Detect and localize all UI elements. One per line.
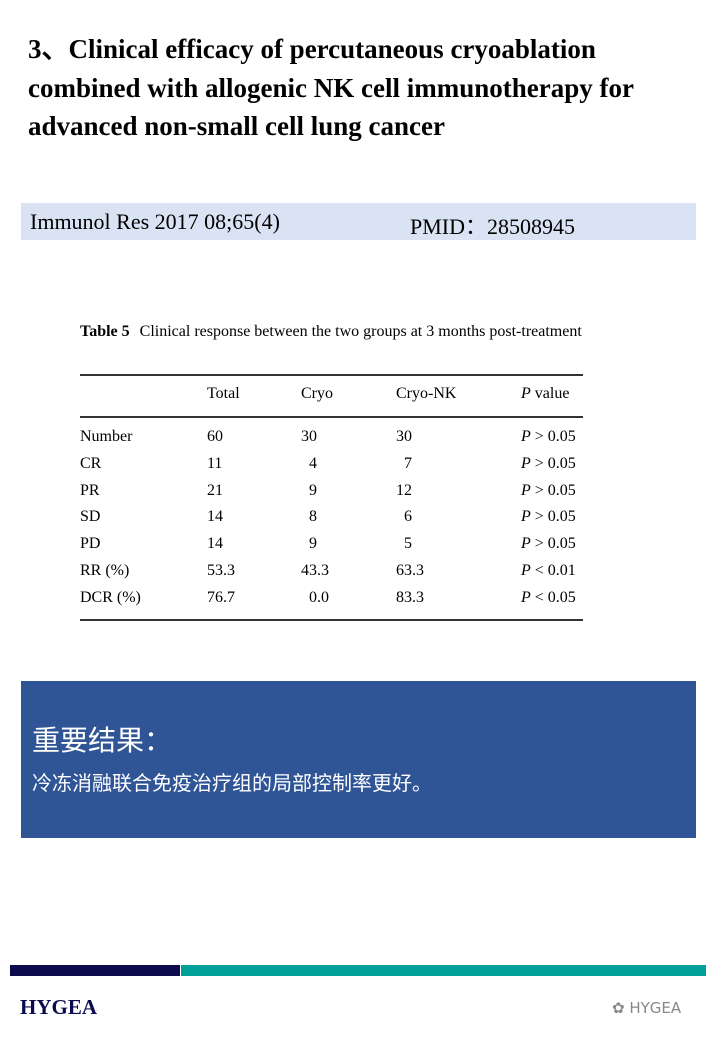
- table-cell: 6: [404, 508, 412, 526]
- table-cell: P > 0.05: [521, 481, 576, 499]
- citation-band: Immunol Res 2017 08;65(4) PMID：28508945: [21, 203, 696, 240]
- footer-bar-teal: [181, 965, 706, 976]
- pmid: PMID：28508945: [410, 214, 576, 239]
- row-label: Number: [80, 428, 133, 445]
- table-cell: 60: [207, 428, 223, 445]
- row-label: DCR (%): [80, 588, 141, 606]
- column-header: Total: [207, 385, 240, 402]
- table-cell: 0.0: [309, 588, 329, 606]
- table-cell: 9: [309, 535, 317, 553]
- table-cell: P > 0.05: [521, 535, 576, 553]
- table-cell: P < 0.01: [521, 562, 576, 579]
- key-result-box: 重要结果： 冷冻消融联合免疫治疗组的局部控制率更好。: [21, 681, 696, 838]
- watermark-text: HYGEA: [629, 999, 682, 1017]
- wechat-icon: ✿: [612, 999, 630, 1017]
- row-label: PR: [80, 481, 100, 499]
- table-cell: 53.3: [207, 562, 235, 579]
- table-cell: 83.3: [396, 588, 424, 606]
- table-header-rule: [80, 416, 583, 418]
- table-cell: P > 0.05: [521, 508, 576, 526]
- table-cell: 8: [309, 508, 317, 526]
- table-cell: 76.7: [207, 588, 235, 606]
- column-header: P value: [521, 385, 570, 402]
- table-cell: P > 0.05: [521, 428, 576, 445]
- row-label: RR (%): [80, 562, 130, 579]
- row-label: PD: [80, 535, 101, 553]
- hygea-logo: HYGEA: [20, 995, 98, 1019]
- table-cell: 63.3: [396, 562, 424, 579]
- table-cell: 5: [404, 535, 412, 553]
- footer-bar-navy: [10, 965, 180, 976]
- table-cell: 14: [207, 508, 223, 526]
- key-result-text: 冷冻消融联合免疫治疗组的局部控制率更好。: [32, 771, 432, 795]
- table-cell: 43.3: [301, 562, 329, 579]
- slide-title: 3、Clinical efficacy of percutaneous cryo…: [28, 34, 634, 141]
- watermark: ✿ HYGEA: [612, 999, 681, 1017]
- table-cell: 4: [309, 454, 317, 472]
- table-cell: 9: [309, 481, 317, 499]
- column-header: Cryo-NK: [396, 385, 457, 402]
- caption-text: Clinical response between the two groups…: [139, 323, 582, 340]
- table-cell: 7: [404, 454, 412, 472]
- row-label: SD: [80, 508, 101, 526]
- table-cell: 11: [207, 454, 223, 472]
- table-caption: Table 5 Clinical response between the two…: [80, 322, 583, 342]
- table-cell: P > 0.05: [521, 454, 576, 472]
- table-cell: P < 0.05: [521, 588, 576, 606]
- table-label: Table 5: [80, 323, 130, 340]
- table-cell: 14: [207, 535, 223, 553]
- results-table: Table 5 Clinical response between the two…: [80, 322, 583, 621]
- table-top-rule: [80, 374, 583, 376]
- table-cell: 30: [396, 428, 412, 445]
- journal-reference: Immunol Res 2017 08;65(4): [30, 209, 280, 234]
- row-label: CR: [80, 454, 102, 472]
- column-header: Cryo: [301, 385, 333, 402]
- table-cell: 30: [301, 428, 317, 445]
- table-cell: 21: [207, 481, 223, 499]
- table-bottom-rule: [80, 619, 583, 621]
- table-cell: 12: [396, 481, 412, 499]
- key-result-heading: 重要结果：: [32, 724, 173, 757]
